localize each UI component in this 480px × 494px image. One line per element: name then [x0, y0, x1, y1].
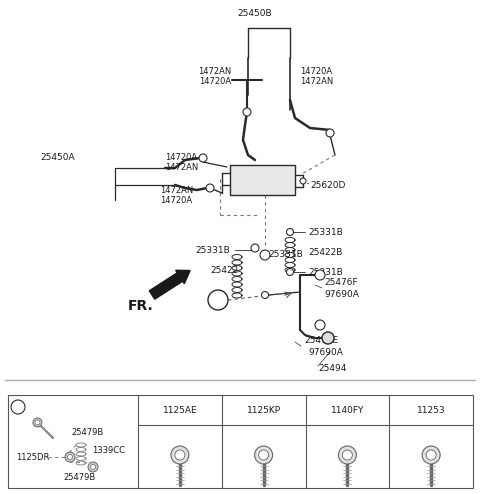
Circle shape [208, 290, 228, 310]
Circle shape [254, 446, 273, 464]
Text: 14720A: 14720A [300, 68, 332, 77]
Circle shape [287, 229, 293, 236]
Text: FR.: FR. [128, 299, 154, 313]
Text: 97690A: 97690A [324, 289, 359, 298]
Circle shape [91, 464, 96, 469]
Text: 1472AN: 1472AN [198, 68, 232, 77]
Circle shape [243, 108, 251, 116]
Text: a: a [215, 295, 221, 304]
Text: 25476F: 25476F [324, 278, 358, 287]
Text: 14720A: 14720A [160, 196, 192, 205]
Text: 25479B: 25479B [72, 427, 104, 437]
Text: 14720A: 14720A [199, 78, 231, 86]
Text: 14720A: 14720A [165, 153, 197, 162]
Text: 1339CC: 1339CC [92, 446, 125, 454]
Circle shape [342, 450, 352, 460]
Text: 25620D: 25620D [310, 180, 346, 190]
Text: a: a [15, 403, 21, 412]
FancyArrow shape [149, 270, 190, 299]
Text: 25331B: 25331B [268, 249, 303, 258]
Text: 25450B: 25450B [238, 9, 272, 18]
Text: 25422: 25422 [210, 265, 238, 275]
Text: 1125AE: 1125AE [163, 406, 197, 414]
Text: 1140FY: 1140FY [331, 406, 364, 414]
Circle shape [88, 462, 98, 472]
Text: 1125DR: 1125DR [16, 453, 49, 461]
Circle shape [260, 250, 270, 260]
Text: 11253: 11253 [417, 406, 445, 414]
Circle shape [259, 450, 269, 460]
Text: 25331B: 25331B [308, 267, 343, 277]
Circle shape [338, 446, 356, 464]
Text: 25479B: 25479B [64, 472, 96, 482]
Text: 25476E: 25476E [304, 335, 338, 344]
Text: 25450A: 25450A [40, 153, 75, 162]
Circle shape [251, 244, 259, 252]
Circle shape [35, 420, 40, 425]
Text: 97690A: 97690A [308, 347, 343, 357]
Text: 1472AN: 1472AN [160, 186, 193, 195]
Circle shape [175, 450, 185, 460]
Text: 1125KP: 1125KP [247, 406, 281, 414]
Circle shape [11, 400, 25, 414]
Circle shape [422, 446, 440, 464]
Circle shape [33, 418, 42, 427]
Circle shape [171, 446, 189, 464]
Circle shape [206, 184, 214, 192]
Circle shape [322, 332, 334, 344]
Circle shape [287, 269, 293, 276]
Bar [8, 395, 473, 488]
Circle shape [199, 154, 207, 162]
Text: 1472AN: 1472AN [300, 78, 333, 86]
Text: 25331B: 25331B [195, 246, 230, 254]
Circle shape [300, 178, 306, 184]
Circle shape [315, 320, 325, 330]
Text: 25494: 25494 [318, 364, 347, 372]
Text: 1472AN: 1472AN [165, 163, 198, 171]
Circle shape [65, 452, 75, 462]
Text: 25331B: 25331B [308, 228, 343, 237]
Bar [230, 165, 295, 195]
Circle shape [426, 450, 436, 460]
Text: 25422B: 25422B [308, 247, 342, 256]
Circle shape [315, 270, 325, 280]
Circle shape [262, 291, 268, 298]
Circle shape [326, 129, 334, 137]
Circle shape [68, 454, 72, 459]
